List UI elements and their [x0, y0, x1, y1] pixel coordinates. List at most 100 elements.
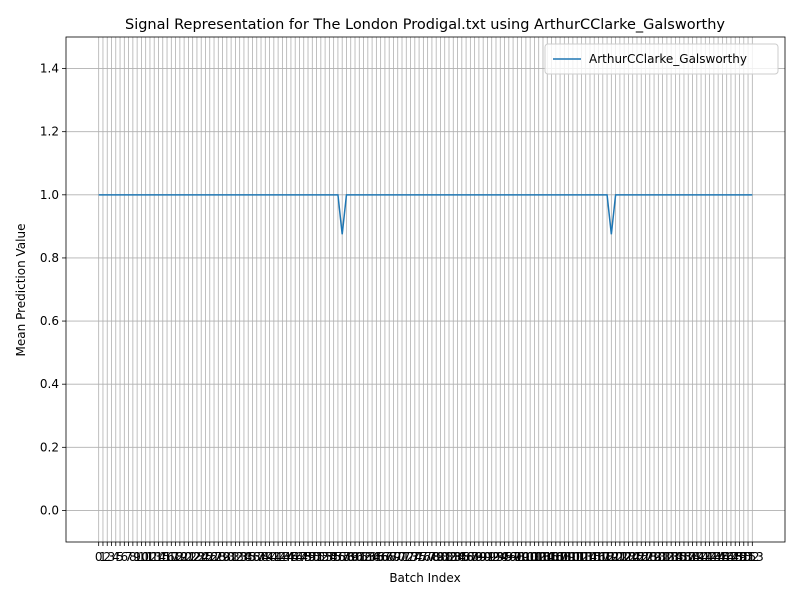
x-tick-label: 75: [411, 550, 426, 564]
x-tick-label: 7: [125, 550, 133, 564]
x-tick-label: 84: [450, 550, 465, 564]
x-tick-label: 61: [352, 550, 367, 564]
x-tick-label: 44: [279, 550, 294, 564]
x-tick-label: 52: [313, 550, 328, 564]
x-tick-label: 111: [561, 550, 584, 564]
x-tick-label: 77: [420, 550, 435, 564]
x-tick-label: 125: [621, 550, 644, 564]
x-tick-label: 93: [488, 550, 503, 564]
x-tick-label: 57: [335, 550, 350, 564]
x-tick-label: 81: [437, 550, 452, 564]
x-tick-label: 67: [377, 550, 392, 564]
x-tick-label: 8: [129, 550, 137, 564]
x-tick-label: 102: [523, 550, 546, 564]
x-tick-label: 64: [364, 550, 379, 564]
x-tick-label: 115: [579, 550, 602, 564]
x-tick-label: 43: [275, 550, 290, 564]
x-tick-label: 46: [288, 550, 303, 564]
x-tick-label: 60: [347, 550, 362, 564]
x-tick-label: 109: [553, 550, 576, 564]
y-tick-label: 1.2: [40, 125, 59, 139]
x-tick-label: 28: [211, 550, 226, 564]
x-tick-label: 110: [557, 550, 580, 564]
x-tick-label: 94: [493, 550, 508, 564]
x-tick-label: 17: [164, 550, 179, 564]
x-tick-label: 136: [668, 550, 691, 564]
x-tick-label: 49: [300, 550, 315, 564]
x-tick-label: 19: [172, 550, 187, 564]
y-tick-label: 1.4: [40, 62, 59, 76]
x-tick-label: 29: [215, 550, 230, 564]
x-tick-label: 27: [206, 550, 221, 564]
x-tick-label: 153: [741, 550, 764, 564]
x-tick-label: 22: [185, 550, 200, 564]
x-tick-label: 147: [715, 550, 738, 564]
x-tick-label: 14: [151, 550, 166, 564]
x-tick-label: 16: [159, 550, 174, 564]
x-tick-label: 37: [249, 550, 264, 564]
plot-frame: [65, 36, 786, 543]
x-tick-label: 128: [634, 550, 657, 564]
x-tick-label: 59: [343, 550, 358, 564]
x-tick-label: 10: [134, 550, 149, 564]
x-tick-label: 56: [330, 550, 345, 564]
x-tick-label: 99: [514, 550, 529, 564]
x-tick-label: 152: [737, 550, 760, 564]
x-tick-label: 97: [505, 550, 520, 564]
x-tick-label: 137: [673, 550, 696, 564]
x-tick-label: 129: [638, 550, 661, 564]
x-tick-label: 132: [651, 550, 674, 564]
x-tick-label: 36: [245, 550, 260, 564]
x-tick-label: 76: [416, 550, 431, 564]
x-tick-label: 119: [596, 550, 619, 564]
y-tick-label: 0.4: [40, 377, 59, 391]
x-tick-label: 71: [394, 550, 409, 564]
x-tick-label: 1: [99, 550, 107, 564]
x-tick-label: 135: [664, 550, 687, 564]
x-tick-label: 0: [95, 550, 103, 564]
x-tick-label: 145: [707, 550, 730, 564]
y-tick-label: 0.8: [40, 251, 59, 265]
x-tick-label: 6: [120, 550, 128, 564]
x-tick-label: 82: [441, 550, 456, 564]
x-tick-label: 53: [317, 550, 332, 564]
x-tick-label: 124: [617, 550, 640, 564]
legend-label: ArthurCClarke_Galsworthy: [589, 52, 747, 66]
x-tick-label: 140: [685, 550, 708, 564]
x-tick-label: 101: [519, 550, 542, 564]
x-tick-label: 55: [326, 550, 341, 564]
x-tick-label: 148: [720, 550, 743, 564]
x-tick-label: 15: [155, 550, 170, 564]
x-tick-label: 143: [698, 550, 721, 564]
x-tick-label: 130: [643, 550, 666, 564]
x-tick-label: 4: [112, 550, 120, 564]
x-tick-label: 103: [527, 550, 550, 564]
x-tick-label: 58: [339, 550, 354, 564]
x-tick-label: 12: [142, 550, 157, 564]
y-axis-label: Mean Prediction Value: [14, 224, 28, 357]
x-tick-label: 95: [497, 550, 512, 564]
x-tick-label: 98: [510, 550, 525, 564]
x-tick-label: 100: [514, 550, 537, 564]
x-tick-label: 79: [429, 550, 444, 564]
x-tick-label: 90: [476, 550, 491, 564]
x-tick-label: 142: [694, 550, 717, 564]
x-tick-label: 50: [305, 550, 320, 564]
y-tick-label: 0.0: [40, 503, 59, 517]
x-tick-label: 126: [626, 550, 649, 564]
y-tick-label: 0.6: [40, 314, 59, 328]
x-tick-label: 42: [270, 550, 285, 564]
chart-title: Signal Representation for The London Pro…: [125, 17, 725, 33]
x-tick-label: 31: [223, 550, 238, 564]
x-tick-label: 107: [544, 550, 567, 564]
x-tick-label: 40: [262, 550, 277, 564]
x-tick-label: 106: [540, 550, 563, 564]
x-tick-label: 96: [501, 550, 516, 564]
x-tick-label: 80: [433, 550, 448, 564]
x-tick-label: 39: [258, 550, 273, 564]
x-tick-label: 117: [587, 550, 610, 564]
x-tick-label: 26: [202, 550, 217, 564]
x-tick-label: 149: [724, 550, 747, 564]
x-tick-label: 133: [655, 550, 678, 564]
x-tick-label: 51: [309, 550, 324, 564]
